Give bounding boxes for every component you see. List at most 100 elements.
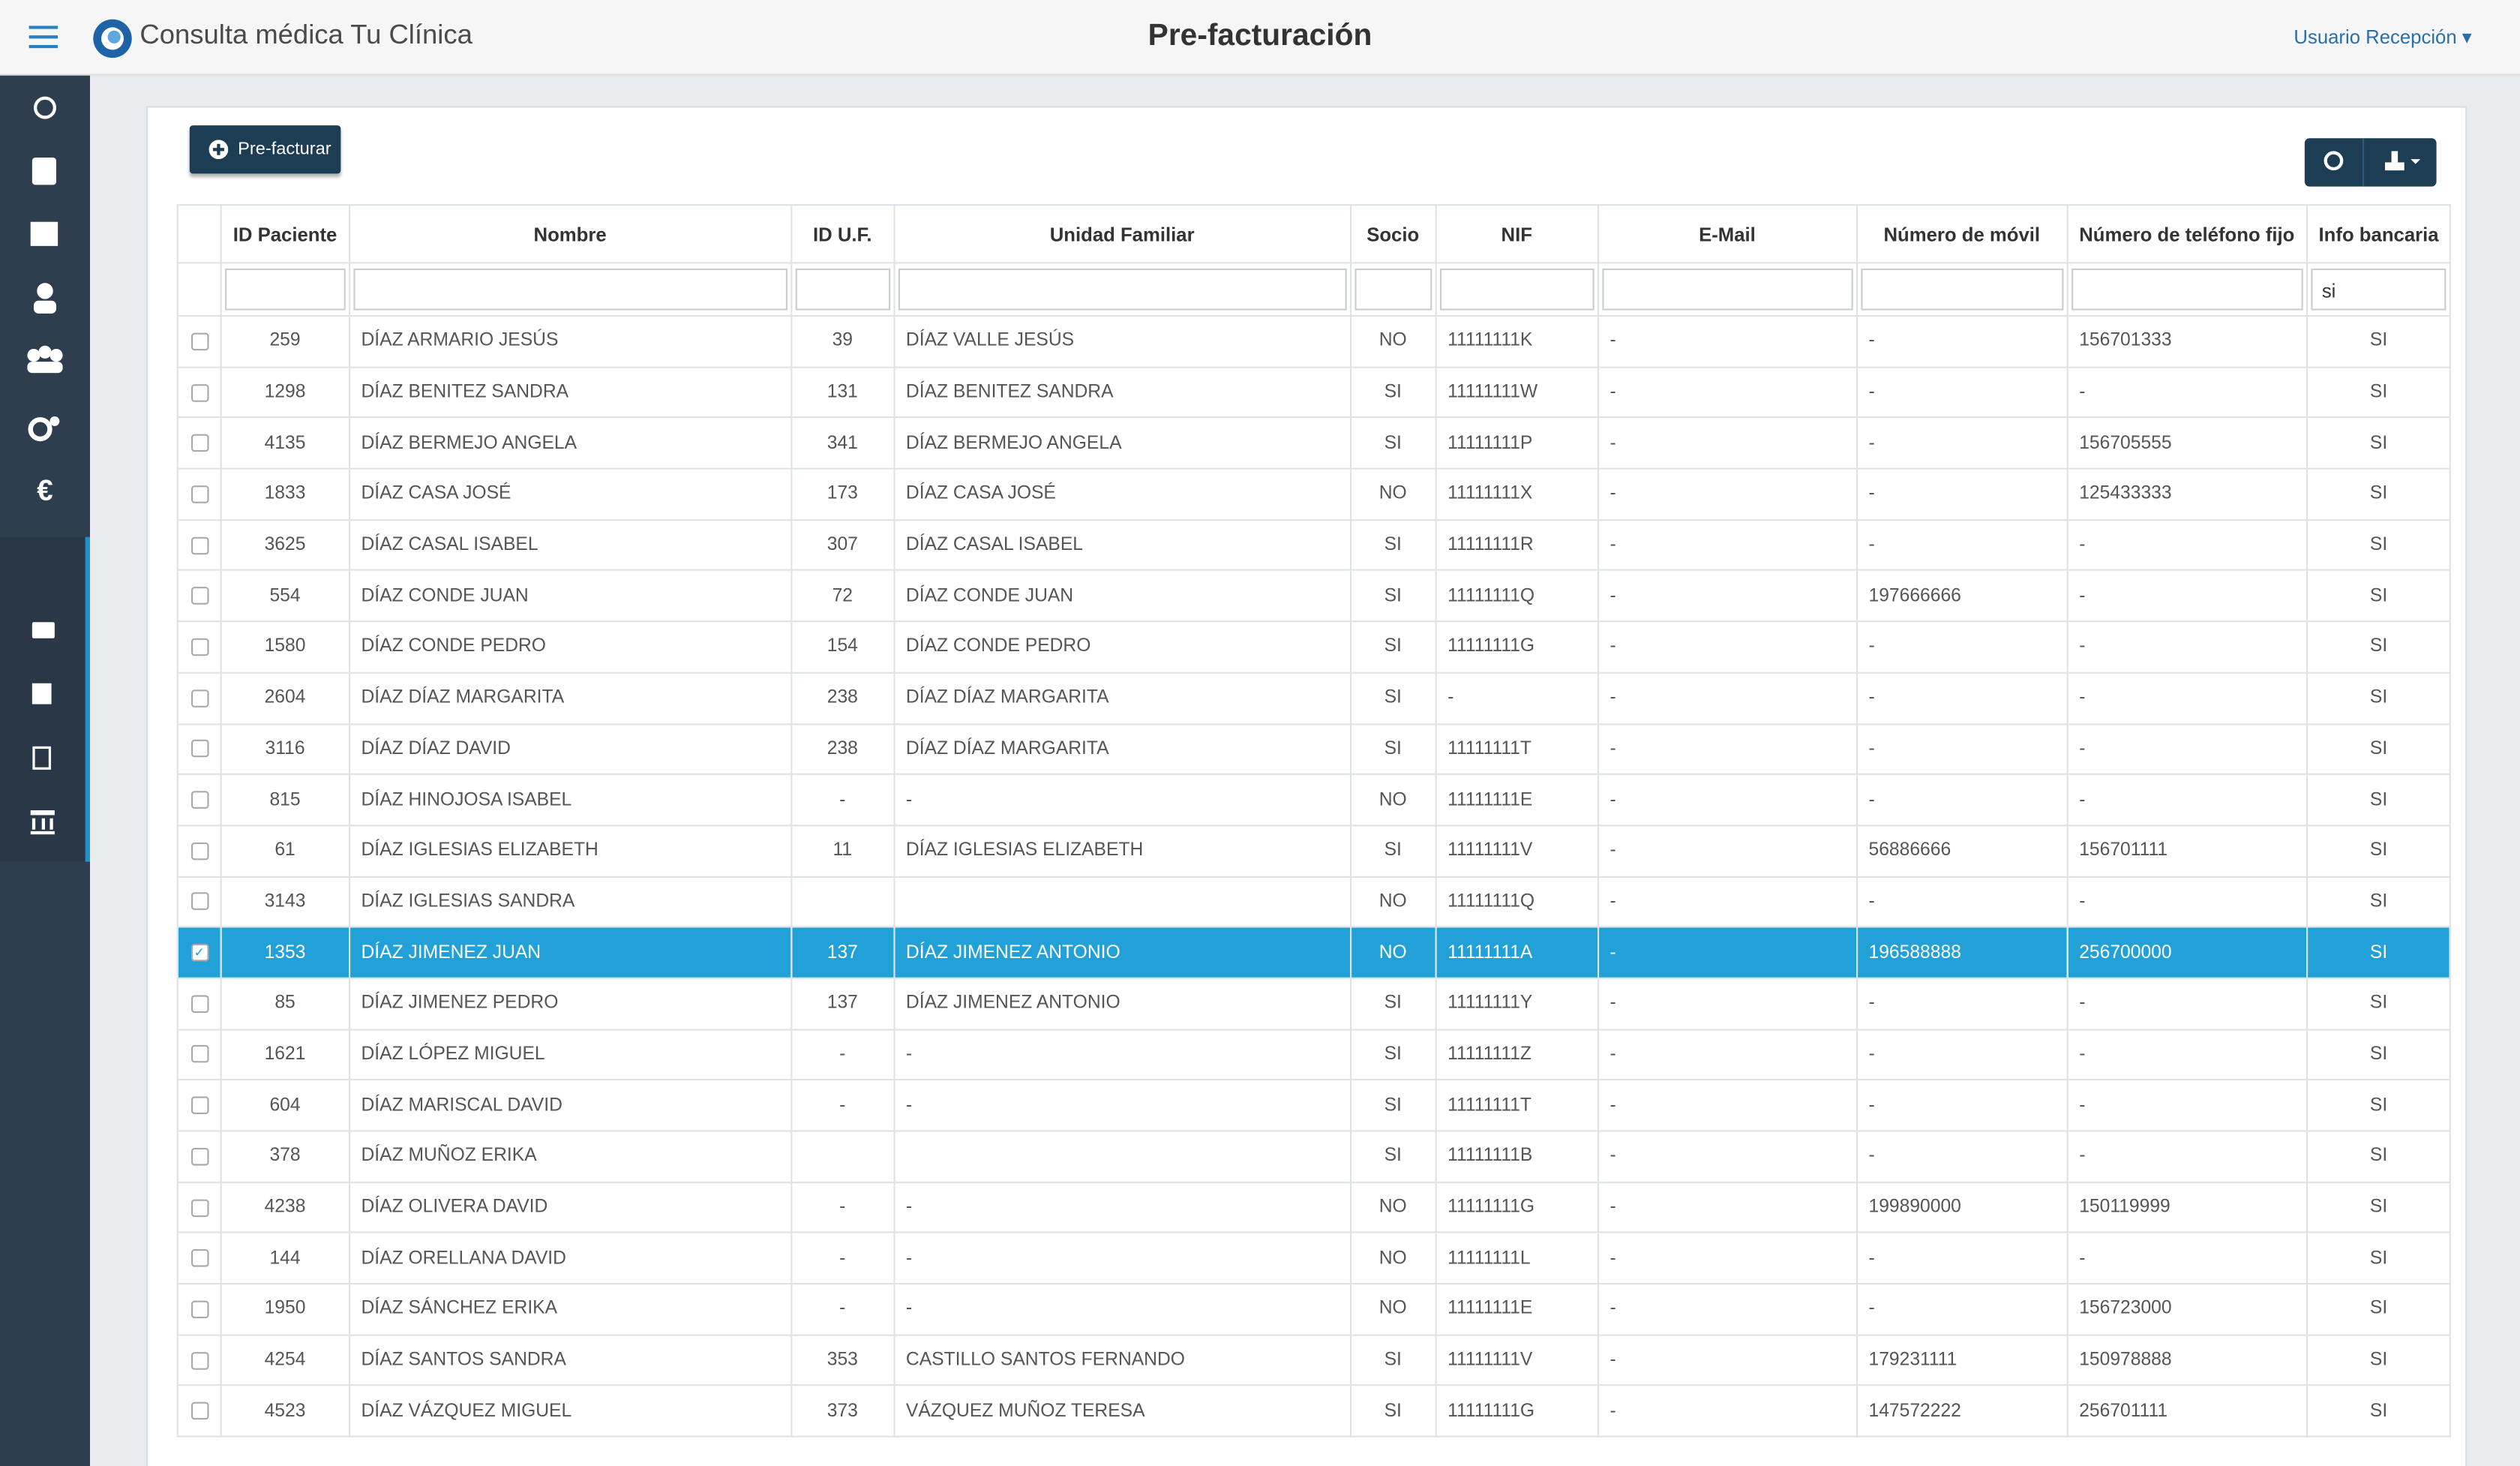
table-row[interactable]: 4238 DÍAZ OLIVERA DAVID - - NO 11111111G -1998… [176, 1181, 2452, 1234]
row-checkbox[interactable] [190, 1198, 208, 1217]
row-checkbox[interactable] [190, 842, 208, 860]
table-cell: SI [2306, 416, 2452, 470]
table-cell: 4254 [220, 1334, 350, 1387]
table-cell: NO [1349, 315, 1437, 368]
table-row[interactable]: 259 DÍAZ ARMARIO JESÚS 39 DÍAZ VALLE JESÚS N… [176, 315, 2452, 368]
row-checkbox[interactable] [190, 434, 208, 452]
table-row[interactable]: 1621 DÍAZ LÓPEZ MIGUEL - - SI 11111111Z - - - SI [176, 1028, 2452, 1081]
table-cell: - [790, 1079, 895, 1132]
table-row[interactable]: 1580 DÍAZ CONDE PEDRO 154 DÍAZ CONDE PEDRO S… [176, 620, 2452, 674]
filter-input[interactable] [1354, 268, 1432, 311]
table-cell: - [1597, 825, 1858, 878]
row-checkbox[interactable] [190, 638, 208, 656]
billing-icon[interactable]: € [37, 474, 53, 506]
table-cell: SI [2306, 518, 2452, 572]
row-checkbox[interactable]: ✓ [190, 944, 208, 962]
column-header[interactable]: Nombre [348, 204, 792, 264]
table-cell: SI [2306, 315, 2452, 368]
table-cell: - [1597, 1130, 1858, 1183]
table-row[interactable]: 4254 DÍAZ SANTOS SANDRA 353 CASTILLO SANTOS… [176, 1334, 2452, 1387]
column-header[interactable]: Socio [1349, 204, 1437, 264]
column-header[interactable]: Número de móvil [1856, 204, 2068, 264]
column-header[interactable]: ID Paciente [220, 204, 350, 264]
user-menu[interactable]: Usuario Recepción ▾ [2294, 26, 2472, 49]
table-row[interactable]: 3116 DÍAZ DÍAZ DAVID 238 DÍAZ DÍAZ MARGARIT… [176, 722, 2452, 776]
table-cell: DÍAZ CASAL ISABEL [892, 518, 1352, 572]
filter-cell [1349, 262, 1437, 317]
row-checkbox[interactable] [190, 383, 208, 401]
row-checkbox[interactable] [190, 485, 208, 503]
row-checkbox[interactable] [190, 1402, 208, 1420]
table-cell: 39 [790, 315, 895, 368]
table-row[interactable]: 4135 DÍAZ BERMEJO ANGELA 341 DÍAZ BERMEJO A… [176, 416, 2452, 470]
column-header[interactable]: E-Mail [1597, 204, 1858, 264]
filter-input[interactable] [898, 268, 1347, 311]
table-cell: SI [2306, 825, 2452, 878]
filter-input[interactable] [795, 268, 890, 311]
row-checkbox[interactable] [190, 587, 208, 605]
table-row[interactable]: 604 DÍAZ MARISCAL DAVID - - SI 11111111T - - - SI [176, 1079, 2452, 1132]
table-cell: - [1856, 774, 2068, 827]
table-cell: 11111111V [1434, 825, 1599, 878]
table-row[interactable]: 3143 DÍAZ IGLESIAS SANDRA NO 11111111Q - - - SI [176, 875, 2452, 928]
filter-input[interactable] [1601, 268, 1853, 311]
column-header[interactable]: Número de teléfono fijo [2066, 204, 2308, 264]
table-cell: SI [2306, 569, 2452, 623]
table-row[interactable]: 61 DÍAZ IGLESIAS ELIZABETH 11 DÍAZ IGLESIAS… [176, 825, 2452, 878]
table-row[interactable]: 85 DÍAZ JIMENEZ PEDRO 137 DÍAZ JIMENEZ ANTO… [176, 977, 2452, 1030]
filter-input[interactable] [2071, 268, 2303, 311]
row-checkbox[interactable] [190, 893, 208, 911]
table-cell: - [2066, 620, 2308, 674]
table-cell: SI [1349, 416, 1437, 470]
table-row[interactable]: 4523 DÍAZ VÁZQUEZ MIGUEL 373 VÁZQUEZ MUÑOZ … [176, 1384, 2452, 1437]
table-cell: DÍAZ DÍAZ MARGARITA [892, 671, 1352, 725]
table-row[interactable]: 1950 DÍAZ SÁNCHEZ ERIKA - - NO 11111111E - -156… [176, 1283, 2452, 1336]
column-header[interactable]: Unidad Familiar [892, 204, 1352, 264]
row-checkbox[interactable] [190, 1045, 208, 1064]
table-row[interactable]: 554 DÍAZ CONDE JUAN 72 DÍAZ CONDE JUAN SI 111… [176, 569, 2452, 623]
row-checkbox[interactable] [190, 332, 208, 350]
table-cell: - [1597, 1384, 1858, 1437]
table-cell: - [1856, 671, 2068, 725]
table-cell: 11111111G [1434, 620, 1599, 674]
filter-input[interactable] [225, 268, 346, 311]
filter-input[interactable] [352, 268, 788, 311]
table-row[interactable]: 3625 DÍAZ CASAL ISABEL 307 DÍAZ CASAL ISABE… [176, 518, 2452, 572]
row-checkbox[interactable] [190, 536, 208, 554]
table-row[interactable]: 2604 DÍAZ DÍAZ MARGARITA 238 DÍAZ DÍAZ MARG… [176, 671, 2452, 725]
table-cell: 147572222 [1856, 1384, 2068, 1437]
row-checkbox[interactable] [190, 791, 208, 809]
prefacturar-button[interactable]: Pre-facturar [189, 125, 341, 174]
row-checkbox[interactable] [190, 689, 208, 707]
row-checkbox[interactable] [190, 994, 208, 1013]
row-checkbox[interactable] [190, 740, 208, 759]
table-cell: - [2066, 1232, 2308, 1285]
billing-submenu [0, 536, 90, 862]
table-row[interactable]: ✓ 1353 DÍAZ JIMENEZ JUAN 137 DÍAZ JIMENEZ AN… [176, 926, 2452, 979]
filter-input[interactable]: si [2310, 268, 2447, 311]
row-checkbox[interactable] [190, 1147, 208, 1166]
table-row[interactable]: 378 DÍAZ MUÑOZ ERIKA SI 11111111B - - - SI [176, 1130, 2452, 1183]
column-header[interactable]: NIF [1434, 204, 1599, 264]
table-cell: DÍAZ ORELLANA DAVID [348, 1232, 792, 1285]
table-cell: - [1856, 1283, 2068, 1336]
column-header[interactable]: ID U.F. [790, 204, 895, 264]
column-header[interactable]: Info bancaria [2306, 204, 2452, 264]
checkbox-cell [176, 365, 222, 419]
table-cell [892, 1130, 1352, 1183]
row-checkbox[interactable] [190, 1300, 208, 1318]
checkbox-cell [176, 620, 222, 674]
table-row[interactable]: 1833 DÍAZ CASA JOSÉ 173 DÍAZ CASA JOSÉ NO 111… [176, 467, 2452, 521]
table-row[interactable]: 815 DÍAZ HINOJOSA ISABEL - - NO 11111111E - - - S… [176, 774, 2452, 827]
logo [93, 19, 132, 59]
table-row[interactable]: 1298 DÍAZ BENITEZ SANDRA 131 DÍAZ BENITEZ S… [176, 365, 2452, 419]
row-checkbox[interactable] [190, 1096, 208, 1115]
table-row[interactable]: 144 DÍAZ ORELLANA DAVID - - NO 11111111L - - - SI [176, 1232, 2452, 1285]
filter-input[interactable] [1860, 268, 2063, 311]
menu-icon[interactable] [28, 26, 58, 49]
filter-input[interactable] [1439, 268, 1594, 311]
row-checkbox[interactable] [190, 1351, 208, 1369]
tool-icons[interactable] [2305, 138, 2437, 187]
table-cell: 353 [790, 1334, 895, 1387]
row-checkbox[interactable] [190, 1249, 208, 1268]
